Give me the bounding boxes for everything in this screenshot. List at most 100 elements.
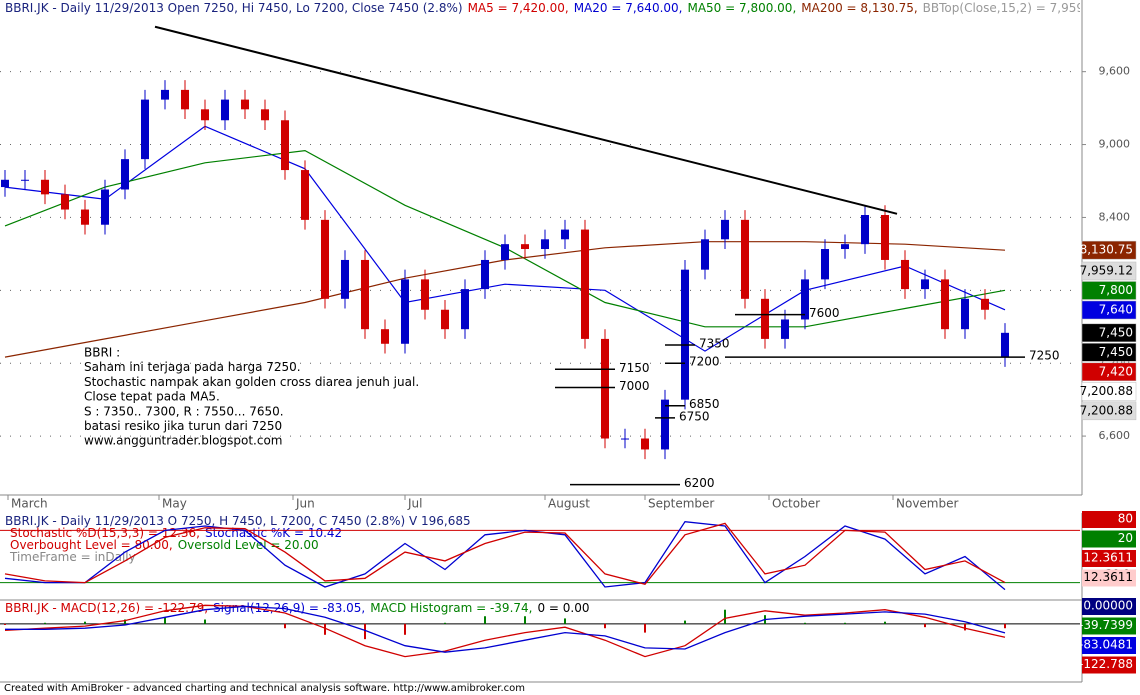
price-label-bg bbox=[1081, 240, 1137, 260]
header-item: MA50 = 7,800.00, bbox=[687, 1, 796, 15]
x-tick-label: August bbox=[548, 497, 590, 511]
candle-body bbox=[981, 298, 989, 310]
candle-body bbox=[621, 438, 629, 440]
level-label: 6200 bbox=[684, 476, 715, 490]
x-tick-label: Jun bbox=[295, 497, 315, 511]
price-label-bg bbox=[1081, 281, 1137, 300]
candle-body bbox=[21, 179, 29, 181]
ma-line bbox=[4, 125, 1006, 352]
price-label: 7,200.88 bbox=[1080, 384, 1133, 398]
value-box: -39.7399 bbox=[1079, 618, 1133, 632]
candle-body bbox=[441, 309, 449, 330]
candle-body bbox=[921, 279, 929, 290]
price-label-bg bbox=[1081, 401, 1137, 421]
price-label-bg bbox=[1081, 362, 1137, 382]
value-box-bg bbox=[1082, 511, 1136, 528]
candle-body bbox=[61, 194, 69, 210]
value-box-bg bbox=[1082, 569, 1136, 587]
candle-body bbox=[261, 109, 269, 121]
header-item: Oversold Level = 20.00 bbox=[178, 538, 319, 552]
candle-body bbox=[361, 259, 369, 330]
candle-body bbox=[241, 99, 249, 110]
candle-body bbox=[861, 215, 869, 245]
panel: BBRI.JK - Daily 11/29/2013 Open 7250, Hi… bbox=[0, 1, 1140, 490]
value-box-bg bbox=[1082, 550, 1136, 567]
candle-body bbox=[761, 298, 769, 339]
candle-body bbox=[681, 269, 689, 400]
series-line bbox=[5, 605, 1006, 653]
candle-body bbox=[821, 249, 829, 280]
candle-body bbox=[781, 319, 789, 339]
candle-body bbox=[221, 99, 229, 121]
y-tick-label: 9,000 bbox=[1099, 138, 1131, 151]
candle-body bbox=[741, 219, 749, 299]
candle-body bbox=[341, 259, 349, 299]
value-box: -122.788 bbox=[1079, 657, 1133, 671]
candle-body bbox=[421, 279, 429, 310]
header-item: TimeFrame = inDaily bbox=[9, 550, 136, 564]
value-box: 20 bbox=[1118, 531, 1133, 545]
y-tick-label: 8,400 bbox=[1099, 210, 1131, 223]
candle-body bbox=[41, 179, 49, 195]
candle-body bbox=[281, 120, 289, 171]
candle-body bbox=[801, 279, 809, 320]
series-line bbox=[4, 521, 1006, 591]
candle-body bbox=[901, 259, 909, 290]
value-box-bg bbox=[1082, 617, 1136, 635]
panel: BBRI.JK - MACD(12,26) = -122.79, Signal(1… bbox=[0, 601, 1080, 658]
header-item: Signal(12,26,9) = -83.05, bbox=[213, 601, 365, 615]
panel-header: BBRI.JK - Daily 11/29/2013 Open 7250, Hi… bbox=[5, 1, 1140, 15]
candle-body bbox=[101, 189, 109, 225]
price-label: 7,640 bbox=[1099, 302, 1133, 316]
x-tick-label: November bbox=[896, 497, 958, 511]
note-line: Saham ini terjaga pada harga 7250. bbox=[84, 360, 301, 374]
header-item: MA200 = 8,130.75, bbox=[801, 1, 917, 15]
candle-body bbox=[881, 215, 889, 260]
value-box: 12.3611 bbox=[1083, 570, 1133, 584]
value-box: 12.3611 bbox=[1083, 551, 1133, 565]
value-box: -83.0481 bbox=[1079, 638, 1133, 652]
candle-body bbox=[961, 298, 969, 330]
level-label: 7200 bbox=[689, 355, 720, 369]
header-item: 0 = 0.00 bbox=[537, 601, 589, 615]
value-box: 80 bbox=[1118, 512, 1133, 526]
candle-body bbox=[581, 229, 589, 339]
candle-body bbox=[461, 289, 469, 330]
price-label-bg bbox=[1081, 382, 1137, 401]
candle-body bbox=[841, 244, 849, 250]
candle-body bbox=[161, 89, 169, 100]
price-label: 7,200.88 bbox=[1080, 403, 1133, 417]
candle-body bbox=[481, 259, 489, 290]
x-tick-label: May bbox=[162, 497, 187, 511]
candle-body bbox=[521, 244, 529, 250]
candle-body bbox=[321, 219, 329, 299]
candle-body bbox=[501, 244, 509, 260]
header-item: BBRI.JK - Daily 11/29/2013 Open 7250, Hi… bbox=[5, 1, 463, 15]
note-line: S : 7350.. 7300, R : 7550... 7650. bbox=[84, 404, 284, 418]
level-label: 7350 bbox=[699, 336, 730, 350]
x-tick-label: October bbox=[772, 497, 820, 511]
header-item: BBRI.JK - Daily 11/29/2013 O 7250, H 745… bbox=[5, 514, 471, 528]
price-label-bg bbox=[1081, 300, 1137, 320]
value-box-bg bbox=[1082, 637, 1136, 654]
level-label: 6850 bbox=[689, 397, 720, 411]
price-label: 7,800 bbox=[1099, 283, 1133, 297]
candle-body bbox=[141, 99, 149, 160]
level-label: 7250 bbox=[1029, 349, 1060, 363]
level-label: 7600 bbox=[809, 306, 840, 320]
panel: BBRI.JK - Daily 11/29/2013 O 7250, H 745… bbox=[0, 514, 1080, 591]
candle-body bbox=[1, 179, 9, 188]
value-box-bg bbox=[1082, 656, 1136, 674]
candle-body bbox=[81, 209, 89, 225]
x-tick-label: September bbox=[648, 497, 714, 511]
note-line: Stochastic nampak akan golden cross diar… bbox=[84, 375, 419, 389]
candle-body bbox=[381, 329, 389, 344]
value-box-bg bbox=[1082, 530, 1136, 548]
header-item: BBRI.JK - MACD(12,26) = -122.79, bbox=[5, 601, 208, 615]
candle-body bbox=[601, 338, 609, 439]
price-label: 7,450 bbox=[1099, 345, 1133, 359]
value-box: 0.00000 bbox=[1083, 599, 1133, 613]
